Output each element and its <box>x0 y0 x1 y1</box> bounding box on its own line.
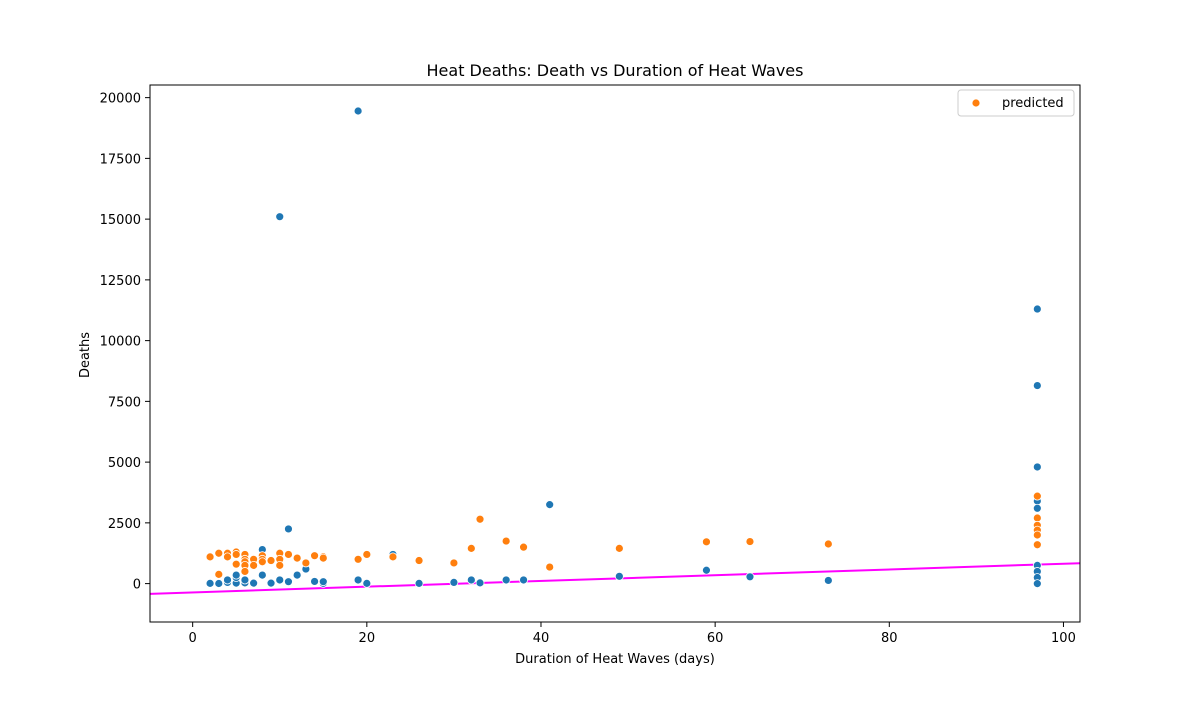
series-deaths-actual <box>205 106 1042 589</box>
data-point <box>214 579 224 588</box>
data-point <box>205 552 215 562</box>
data-point <box>240 575 250 585</box>
data-point <box>745 537 755 546</box>
legend-frame <box>957 89 1075 117</box>
data-point <box>1032 530 1042 540</box>
data-point <box>231 570 241 580</box>
data-point <box>1032 503 1042 513</box>
data-point <box>205 578 215 588</box>
y-tick-label: 10000 <box>100 335 141 350</box>
chart-title: Heat Deaths: Death vs Duration of Heat W… <box>427 61 804 80</box>
data-point <box>266 556 276 565</box>
data-point <box>249 578 259 588</box>
data-point <box>519 575 528 585</box>
y-tick-label: 2500 <box>108 517 141 532</box>
data-point <box>318 577 328 587</box>
data-point <box>266 578 276 588</box>
data-point <box>223 552 232 562</box>
data-point <box>475 578 485 588</box>
legend-marker-predicted <box>971 98 981 108</box>
data-point <box>275 212 285 222</box>
regression-line <box>150 562 1080 595</box>
x-tick-label: 60 <box>707 631 724 646</box>
data-point <box>275 560 285 570</box>
data-point <box>1032 304 1042 314</box>
x-tick-label: 40 <box>533 631 550 646</box>
data-point <box>223 575 232 585</box>
data-point <box>449 558 459 568</box>
plot-content <box>150 106 1080 595</box>
data-point <box>823 576 833 585</box>
data-point <box>475 514 485 524</box>
y-tick-label: 12500 <box>100 274 141 289</box>
data-point <box>353 575 363 585</box>
data-point <box>353 106 363 116</box>
data-point <box>231 550 241 559</box>
x-tick-label: 0 <box>189 631 197 646</box>
data-point <box>449 577 459 587</box>
data-point <box>362 550 372 559</box>
x-tick-label: 100 <box>1051 631 1076 646</box>
data-point <box>257 557 267 567</box>
data-point <box>214 569 224 579</box>
x-tick-label: 20 <box>359 631 376 646</box>
data-point <box>284 550 293 559</box>
y-axis-label: Deaths <box>78 332 93 378</box>
data-point <box>614 571 624 581</box>
data-point <box>1032 381 1042 390</box>
data-point <box>414 556 424 565</box>
data-point <box>823 539 833 549</box>
data-point <box>292 553 302 563</box>
plot-layer <box>150 106 1080 595</box>
data-point <box>1032 579 1042 589</box>
data-point <box>284 524 293 534</box>
data-point <box>702 537 711 547</box>
data-point <box>353 554 363 564</box>
data-point <box>614 543 624 553</box>
data-point <box>745 572 755 582</box>
data-point <box>318 553 328 563</box>
series-predicted <box>205 491 1042 579</box>
data-point <box>1032 513 1042 523</box>
data-point <box>702 565 711 575</box>
data-point <box>414 578 424 588</box>
data-point <box>501 575 511 585</box>
data-point <box>362 578 372 588</box>
data-point <box>1032 462 1042 472</box>
y-tick-label: 5000 <box>108 456 141 471</box>
legend: predicted <box>957 89 1075 117</box>
y-tick-label: 15000 <box>100 213 141 228</box>
data-point <box>388 552 398 562</box>
axes-layer: 0 20 40 60 80 100 0 2500 5000 7500 10000 12500 15000… <box>100 84 1081 646</box>
data-point <box>275 575 285 585</box>
data-point <box>519 542 528 552</box>
legend-label-predicted: predicted <box>1002 96 1064 111</box>
data-point <box>310 577 319 586</box>
axes-frame <box>149 84 1081 623</box>
y-tick-label: 7500 <box>108 395 141 410</box>
y-tick-label: 20000 <box>100 92 141 107</box>
data-point <box>257 570 267 580</box>
data-point <box>501 536 511 546</box>
x-axis-label: Duration of Heat Waves (days) <box>515 652 715 667</box>
data-point <box>310 551 319 561</box>
x-tick-label: 80 <box>881 631 898 646</box>
data-point <box>1032 491 1042 501</box>
data-point <box>1032 540 1042 550</box>
data-point <box>545 500 555 510</box>
data-point <box>301 558 311 568</box>
y-tick-label: 17500 <box>100 152 141 167</box>
data-point <box>466 543 476 553</box>
data-point <box>292 570 302 580</box>
data-point <box>231 559 241 569</box>
data-point <box>249 560 259 570</box>
data-point <box>284 577 293 587</box>
y-tick-label: 0 <box>133 578 141 593</box>
data-point <box>214 548 224 558</box>
data-point <box>240 567 250 576</box>
data-point <box>545 562 555 572</box>
data-point <box>466 575 476 585</box>
